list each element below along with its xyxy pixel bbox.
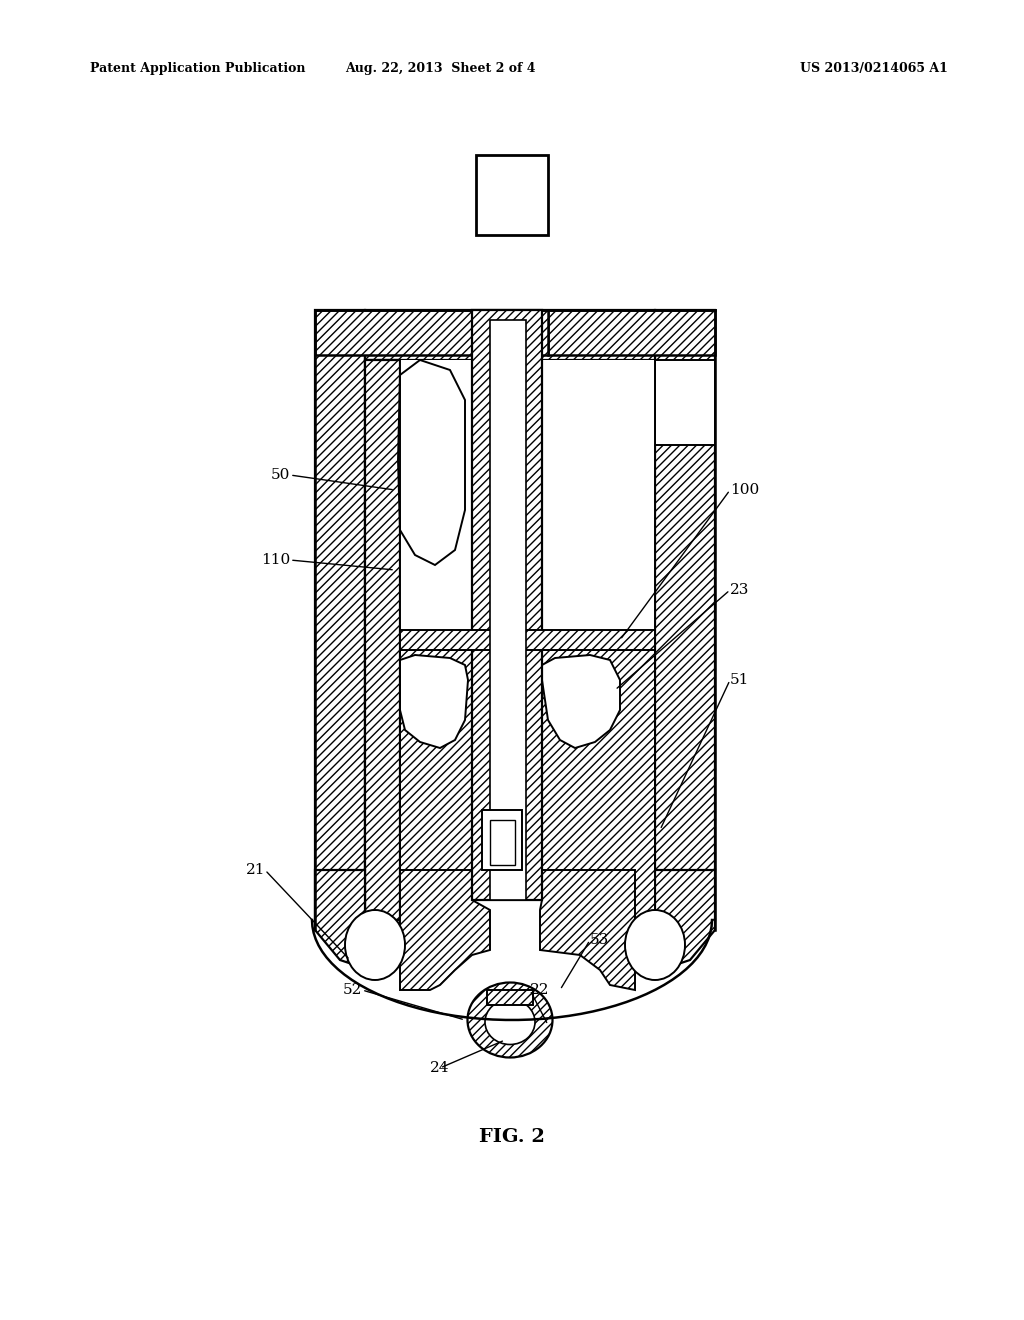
Text: 110: 110 [261, 553, 290, 568]
Polygon shape [400, 640, 472, 920]
Polygon shape [400, 360, 655, 920]
Polygon shape [510, 310, 548, 355]
Polygon shape [476, 310, 510, 355]
Text: 21: 21 [246, 863, 265, 876]
Text: Patent Application Publication: Patent Application Publication [90, 62, 305, 75]
Polygon shape [365, 360, 400, 920]
Polygon shape [542, 640, 655, 920]
Polygon shape [635, 870, 715, 970]
Ellipse shape [468, 982, 553, 1057]
Polygon shape [482, 810, 522, 870]
Text: 22: 22 [530, 983, 550, 997]
Polygon shape [398, 360, 465, 565]
Text: US 2013/0214065 A1: US 2013/0214065 A1 [800, 62, 948, 75]
Polygon shape [400, 870, 490, 990]
Ellipse shape [625, 909, 685, 979]
Polygon shape [540, 870, 635, 990]
Text: 51: 51 [730, 673, 750, 686]
Polygon shape [548, 310, 715, 355]
Text: 24: 24 [430, 1061, 450, 1074]
Polygon shape [542, 655, 620, 748]
Text: 53: 53 [590, 933, 609, 946]
Polygon shape [400, 360, 472, 640]
Text: 50: 50 [270, 469, 290, 482]
Polygon shape [315, 310, 476, 355]
Ellipse shape [345, 909, 406, 979]
Polygon shape [476, 154, 548, 235]
Polygon shape [315, 870, 400, 970]
Polygon shape [400, 630, 655, 649]
Polygon shape [490, 820, 515, 865]
Text: 52: 52 [343, 983, 362, 997]
Polygon shape [400, 655, 468, 748]
Polygon shape [542, 360, 655, 640]
Text: 100: 100 [730, 483, 759, 498]
Text: 23: 23 [730, 583, 750, 597]
Polygon shape [655, 310, 715, 920]
Polygon shape [655, 360, 715, 445]
Polygon shape [487, 990, 534, 1005]
Polygon shape [490, 319, 526, 900]
Polygon shape [365, 310, 655, 360]
Text: Aug. 22, 2013  Sheet 2 of 4: Aug. 22, 2013 Sheet 2 of 4 [345, 62, 536, 75]
Polygon shape [472, 310, 542, 900]
Polygon shape [315, 310, 365, 920]
Text: FIG. 2: FIG. 2 [479, 1129, 545, 1146]
Ellipse shape [485, 999, 535, 1044]
